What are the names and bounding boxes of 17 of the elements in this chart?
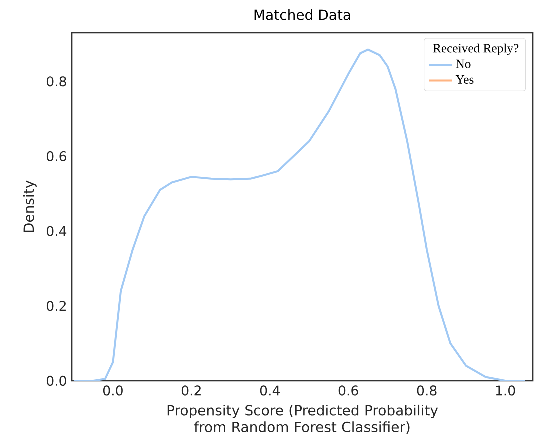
legend-label: No: [456, 60, 471, 68]
y-tick-label: 0.2: [46, 301, 66, 312]
x-tick-label: 0.0: [103, 386, 123, 396]
x-tick-label: 0.8: [417, 386, 437, 396]
y-axis-title: Density: [23, 180, 37, 232]
y-tick-label: 0.6: [46, 151, 66, 162]
chart-title: Matched Data: [254, 9, 350, 20]
legend-label: Yes: [456, 76, 474, 84]
y-tick-label: 0.8: [46, 76, 66, 87]
x-tick-label: 0.4: [260, 386, 280, 396]
y-tick-label: 0.4: [46, 226, 67, 236]
x-tick-label: 1.0: [496, 386, 516, 396]
legend-title: Received Reply?: [433, 44, 519, 56]
y-tick-label: 0.0: [46, 376, 66, 386]
x-tick-label: 0.6: [338, 386, 358, 396]
x-tick-label: 0.2: [182, 386, 201, 396]
x-axis-title: Propensity Score (Predicted Probability from Random Forest Classifier): [168, 404, 438, 434]
